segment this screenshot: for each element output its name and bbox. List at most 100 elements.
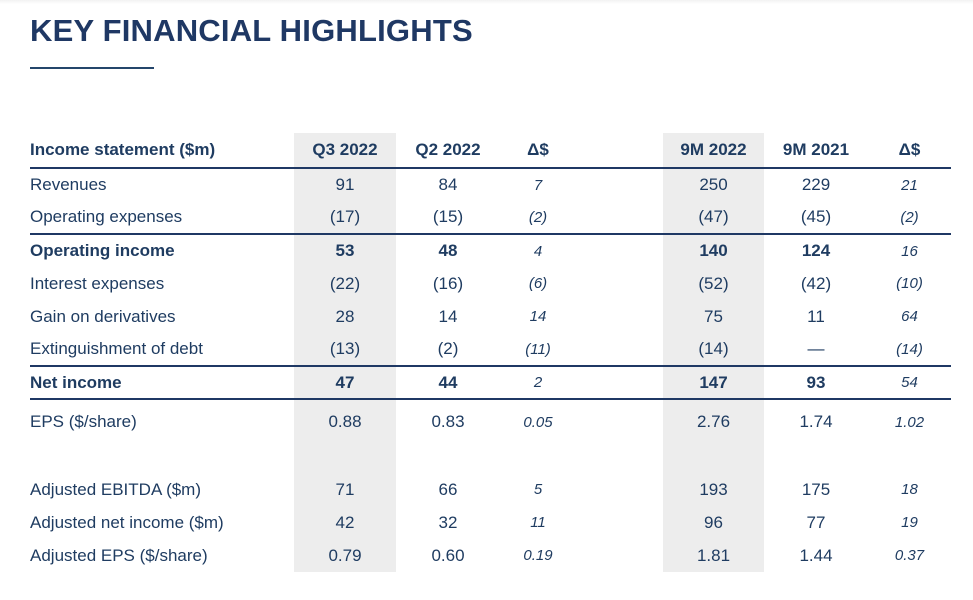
cell-value: 124 — [801, 241, 831, 260]
financial-table: Income statement ($m) Q3 2022 Q2 2022 Δ$ 9M … — [30, 133, 951, 572]
cell-delta-value: 54 — [868, 366, 951, 400]
cell-value: 42 — [294, 506, 396, 539]
cell-gap — [576, 539, 663, 572]
cell-value: 75 — [663, 300, 764, 333]
table-row: Interest expenses (22) (16) (6) (52) (42) (10) — [30, 267, 951, 300]
cell-value: (2) — [396, 333, 500, 367]
cell-delta-value: 5 — [533, 481, 543, 498]
cell-value: (42) — [800, 273, 832, 293]
row-label: Adjusted EBITDA ($m) — [30, 479, 202, 499]
cell-value: (16) — [432, 273, 464, 293]
column-header: 9M 2021 — [764, 133, 868, 169]
table-body: Revenues 91 84 7 250 229 21 Operating expenses(… — [30, 168, 951, 572]
cell-delta-value: 0.05 — [523, 413, 553, 431]
cell-value: 2.76 — [663, 399, 764, 444]
row-label: Adjusted net income ($m) — [30, 512, 224, 532]
row-label: Interest expenses — [30, 273, 165, 293]
cell-gap — [576, 399, 663, 444]
row-label: Revenues — [30, 175, 107, 194]
cell-delta-value: (2) — [868, 201, 951, 235]
column-gap — [576, 133, 663, 169]
table-row: Adjusted EBITDA ($m) 71 66 5 193 175 18 — [30, 473, 951, 506]
cell-value: — — [764, 333, 868, 367]
cell-gap — [576, 267, 663, 300]
cell-delta-value: 1.02 — [894, 413, 925, 431]
cell-delta-value: (14) — [868, 333, 951, 367]
column-header: 9M 2022 — [663, 133, 764, 169]
cell-value: 32 — [438, 512, 458, 532]
cell-value: 1.81 — [663, 539, 764, 572]
cell-value: (14) — [663, 333, 764, 367]
table-row: Operating income 53 48 4 140 124 16 — [30, 234, 951, 267]
table-row: Revenues 91 84 7 250 229 21 — [30, 168, 951, 201]
cell-delta-value — [868, 444, 951, 473]
row-label: EPS ($/share) — [30, 412, 137, 431]
title-underline-rule — [30, 67, 154, 69]
column-header: Δ$ — [500, 133, 576, 169]
cell-value: 0.79 — [294, 539, 396, 572]
row-label: Operating expenses — [30, 201, 294, 235]
cell-delta-value: (6) — [528, 275, 548, 292]
cell-value — [294, 444, 396, 473]
cell-value: 0.60 — [431, 545, 465, 565]
cell-delta-value: 2 — [500, 366, 576, 400]
cell-delta-value: (2) — [500, 201, 576, 235]
column-header: Δ$ — [868, 133, 951, 169]
cell-value: 0.88 — [294, 399, 396, 444]
spacer-row — [30, 444, 951, 473]
cell-value: 140 — [663, 234, 764, 267]
cell-gap — [576, 444, 663, 473]
cell-value: (17) — [294, 201, 396, 235]
cell-delta-value: 0.19 — [523, 547, 553, 564]
table-row: Extinguishment of debt (13) (2) (11) (14) — (1… — [30, 333, 951, 367]
cell-value — [396, 444, 500, 473]
cell-value: 11 — [807, 306, 825, 326]
cell-value: 53 — [294, 234, 396, 267]
row-label: Adjusted EPS ($/share) — [30, 545, 208, 565]
cell-value: 96 — [663, 506, 764, 539]
cell-value: 1.74 — [799, 412, 833, 431]
table-row: Gain on derivatives 28 14 14 75 11 64 — [30, 300, 951, 333]
table-row: Net income 47 44 2 147 93 54 — [30, 366, 951, 400]
cell-value: (52) — [663, 267, 764, 300]
cell-gap — [576, 333, 663, 367]
page-title: KEY FINANCIAL HIGHLIGHTS — [30, 13, 473, 48]
cell-delta-value: 11 — [530, 514, 546, 531]
cell-value: 91 — [294, 168, 396, 201]
cell-value: 93 — [764, 366, 868, 400]
cell-value: 77 — [806, 512, 826, 532]
cell-value: 250 — [663, 168, 764, 201]
cell-gap — [576, 366, 663, 400]
cell-delta-value: 14 — [529, 308, 547, 325]
cell-value: 44 — [396, 366, 500, 400]
cell-value: 84 — [438, 175, 458, 194]
cell-value: (22) — [294, 267, 396, 300]
cell-value — [663, 444, 764, 473]
table-row: Adjusted EPS ($/share) 0.79 0.60 0.19 1.81 1.… — [30, 539, 951, 572]
cell-value: (15) — [396, 201, 500, 235]
cell-value: 229 — [801, 175, 831, 194]
cell-value: (45) — [764, 201, 868, 235]
cell-value: 147 — [663, 366, 764, 400]
cell-delta-value: 18 — [901, 481, 918, 498]
row-label: Operating income — [30, 241, 175, 260]
cell-value: (13) — [294, 333, 396, 367]
table-header: Income statement ($m) Q3 2022 Q2 2022 Δ$ 9M … — [30, 133, 951, 169]
table-row: EPS ($/share) 0.88 0.83 0.05 2.76 1.74 1.02 — [30, 399, 951, 444]
row-label: Gain on derivatives — [30, 306, 176, 326]
cell-gap — [576, 473, 663, 506]
cell-delta-value: 7 — [533, 176, 543, 194]
cell-delta-value: 19 — [901, 514, 918, 531]
cell-delta-value — [500, 444, 576, 473]
cell-value: 1.44 — [799, 545, 833, 565]
table-row: Adjusted net income ($m) 42 32 11 96 77 19 — [30, 506, 951, 539]
cell-delta-value: 21 — [901, 176, 918, 194]
table-row: Operating expenses (17) (15) (2) (47) (45) (2) — [30, 201, 951, 235]
row-label: Net income — [30, 366, 294, 400]
cell-value: 28 — [294, 300, 396, 333]
cell-gap — [576, 168, 663, 201]
column-header: Q3 2022 — [294, 133, 396, 169]
cell-value — [764, 444, 868, 473]
column-header: Q2 2022 — [396, 133, 500, 169]
